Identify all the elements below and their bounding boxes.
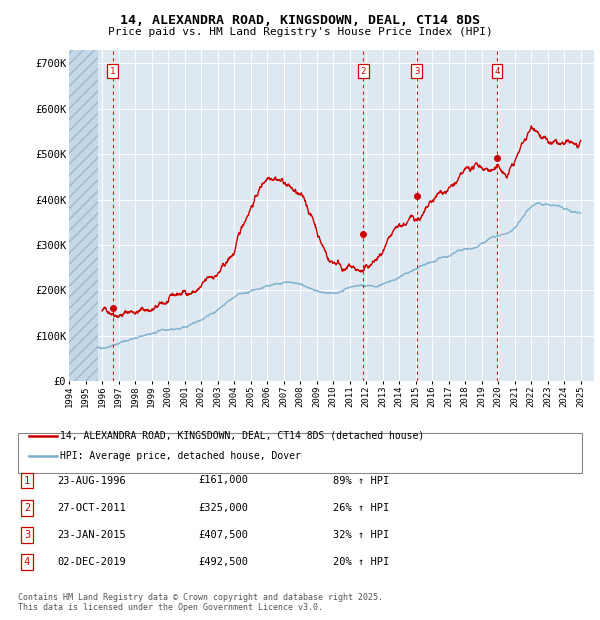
Text: 20% ↑ HPI: 20% ↑ HPI (333, 557, 389, 567)
Text: £407,500: £407,500 (198, 530, 248, 540)
Text: 3: 3 (24, 530, 30, 540)
Text: 2: 2 (361, 67, 366, 76)
Text: 27-OCT-2011: 27-OCT-2011 (57, 503, 126, 513)
Text: 1: 1 (24, 476, 30, 485)
Text: 14, ALEXANDRA ROAD, KINGSDOWN, DEAL, CT14 8DS: 14, ALEXANDRA ROAD, KINGSDOWN, DEAL, CT1… (120, 14, 480, 27)
Text: 26% ↑ HPI: 26% ↑ HPI (333, 503, 389, 513)
Text: 89% ↑ HPI: 89% ↑ HPI (333, 476, 389, 485)
Text: 23-AUG-1996: 23-AUG-1996 (57, 476, 126, 485)
Text: Price paid vs. HM Land Registry's House Price Index (HPI): Price paid vs. HM Land Registry's House … (107, 27, 493, 37)
Text: 4: 4 (24, 557, 30, 567)
Text: 1: 1 (110, 67, 115, 76)
Text: HPI: Average price, detached house, Dover: HPI: Average price, detached house, Dove… (60, 451, 301, 461)
Text: 02-DEC-2019: 02-DEC-2019 (57, 557, 126, 567)
Text: 32% ↑ HPI: 32% ↑ HPI (333, 530, 389, 540)
Text: 3: 3 (414, 67, 419, 76)
Text: £325,000: £325,000 (198, 503, 248, 513)
Text: Contains HM Land Registry data © Crown copyright and database right 2025.
This d: Contains HM Land Registry data © Crown c… (18, 593, 383, 612)
Text: £161,000: £161,000 (198, 476, 248, 485)
Text: 4: 4 (494, 67, 500, 76)
Text: 14, ALEXANDRA ROAD, KINGSDOWN, DEAL, CT14 8DS (detached house): 14, ALEXANDRA ROAD, KINGSDOWN, DEAL, CT1… (60, 430, 424, 441)
Text: £492,500: £492,500 (198, 557, 248, 567)
Text: 23-JAN-2015: 23-JAN-2015 (57, 530, 126, 540)
Text: 2: 2 (24, 503, 30, 513)
